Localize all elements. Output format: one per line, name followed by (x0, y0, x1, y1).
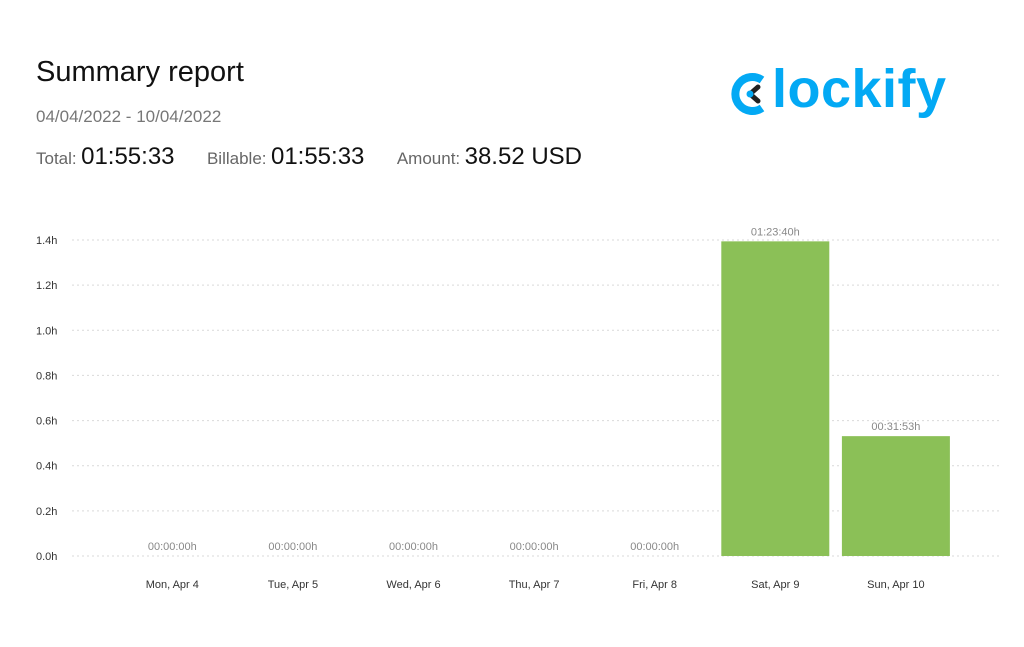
bar-data-label: 00:00:00h (389, 541, 438, 553)
clockify-logo-icon (731, 73, 765, 115)
y-tick-label: 0.6h (36, 416, 57, 428)
amount-value: 38.52 USD (464, 143, 583, 170)
total-label: Total: (36, 149, 77, 168)
date-range: 04/04/2022 - 10/04/2022 (36, 107, 222, 126)
bar[interactable] (841, 436, 950, 556)
y-tick-label: 0.2h (36, 506, 57, 518)
x-category-label: Mon, Apr 4 (146, 579, 199, 591)
logo-text: lockify (772, 59, 947, 119)
billable-value: 01:55:33 (270, 143, 365, 170)
y-tick-label: 1.2h (36, 280, 57, 292)
y-tick-label: 1.0h (36, 325, 57, 337)
clockify-logo: lockify (728, 59, 980, 126)
bar-data-label: 00:00:00h (510, 541, 559, 553)
report-title: Summary report (36, 56, 244, 88)
bar-data-label: 00:00:00h (630, 541, 679, 553)
x-category-label: Sat, Apr 9 (751, 579, 799, 591)
y-tick-label: 0.8h (36, 370, 57, 382)
y-tick-label: 0.0h (36, 551, 57, 563)
total-value: 01:55:33 (81, 143, 175, 170)
x-category-label: Wed, Apr 6 (386, 579, 440, 591)
bar-data-label: 01:23:40h (751, 226, 800, 238)
x-category-label: Tue, Apr 5 (268, 579, 318, 591)
bar-data-label: 00:31:53h (871, 421, 920, 433)
y-tick-label: 1.4h (36, 235, 57, 247)
bar[interactable] (721, 241, 830, 556)
x-category-label: Sun, Apr 10 (867, 579, 925, 591)
billable-label: Billable: (206, 149, 267, 168)
x-category-label: Fri, Apr 8 (632, 579, 677, 591)
bar-data-label: 00:00:00h (268, 541, 317, 553)
totals-summary: Total: 01:55:33 Billable: 01:55:33 Amoun… (36, 143, 610, 171)
amount-label: Amount: (396, 149, 461, 168)
y-tick-label: 0.4h (36, 461, 57, 473)
x-category-label: Thu, Apr 7 (509, 579, 560, 591)
bar-data-label: 00:00:00h (148, 541, 197, 553)
